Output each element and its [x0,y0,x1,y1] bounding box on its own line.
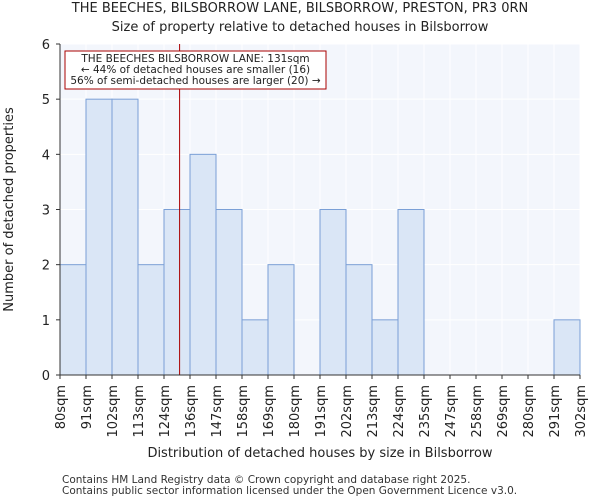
annotation-box: THE BEECHES BILSBORROW LANE: 131sqm ← 44… [64,50,327,90]
footer-line-2: Contains public sector information licen… [62,485,518,497]
annotation-line-1: THE BEECHES BILSBORROW LANE: 131sqm [80,53,309,65]
y-tick-label: 0 [42,369,50,384]
bar-80sqm [59,264,87,376]
y-tick-label: 5 [42,93,50,108]
x-tick-label: 235sqm [418,385,433,438]
x-tick-label: 269sqm [496,385,511,438]
bar-202sqm [345,264,373,376]
bar-102sqm [111,98,139,376]
x-tick-label: 302sqm [574,385,589,438]
x-tick-label: 247sqm [444,385,459,438]
x-tick-label: 180sqm [288,385,303,438]
bar-191sqm [319,209,347,376]
x-tick-label: 224sqm [392,385,407,438]
y-axis-label: Number of detached properties [2,107,17,312]
x-tick-labels: 80sqm 91sqm 102sqm 113sqm 124sqm 136sqm 147sqm… [54,375,589,438]
annotation-line-2: ← 44% of detached houses are smaller (16… [81,64,310,76]
chart-title: THE BEECHES, BILSBORROW LANE, BILSBORROW… [71,1,529,16]
x-tick-label: 124sqm [158,385,173,438]
y-tick-label: 2 [42,259,50,274]
y-tick-label: 6 [42,38,50,53]
chart-subtitle: Size of property relative to detached ho… [111,20,489,35]
bar-91sqm [85,98,113,376]
x-tick-label: 291sqm [548,385,563,438]
y-tick-label: 1 [42,314,50,329]
x-tick-label: 147sqm [210,385,225,438]
annotation-line-3: 56% of semi-detached houses are larger (… [70,75,321,87]
bar-113sqm [137,264,165,376]
bar-158sqm [241,319,269,376]
bar-224sqm [397,209,425,376]
x-tick-label: 80sqm [54,385,69,429]
x-tick-label: 136sqm [184,385,199,438]
x-tick-label: 113sqm [132,385,147,438]
y-tick-label: 4 [42,148,50,163]
x-tick-label: 202sqm [340,385,355,438]
bar-136sqm [189,153,217,376]
y-tick-labels: 0 1 2 3 4 5 6 [42,38,60,384]
x-tick-label: 102sqm [106,385,121,438]
bar-147sqm [215,209,243,376]
x-tick-label: 158sqm [236,385,251,438]
footer-line-1: Contains HM Land Registry data © Crown c… [62,474,471,486]
x-axis-label: Distribution of detached houses by size … [147,446,492,461]
bar-213sqm [371,319,399,376]
x-tick-label: 280sqm [522,385,537,438]
x-tick-label: 258sqm [470,385,485,438]
x-tick-label: 169sqm [262,385,277,438]
bar-169sqm [267,264,295,376]
x-tick-label: 191sqm [314,385,329,438]
bar-124sqm [163,209,191,376]
x-tick-label: 91sqm [80,385,95,429]
bar-291sqm [553,319,581,376]
y-tick-label: 3 [42,204,50,219]
bars [59,98,581,376]
x-tick-label: 213sqm [366,385,381,438]
